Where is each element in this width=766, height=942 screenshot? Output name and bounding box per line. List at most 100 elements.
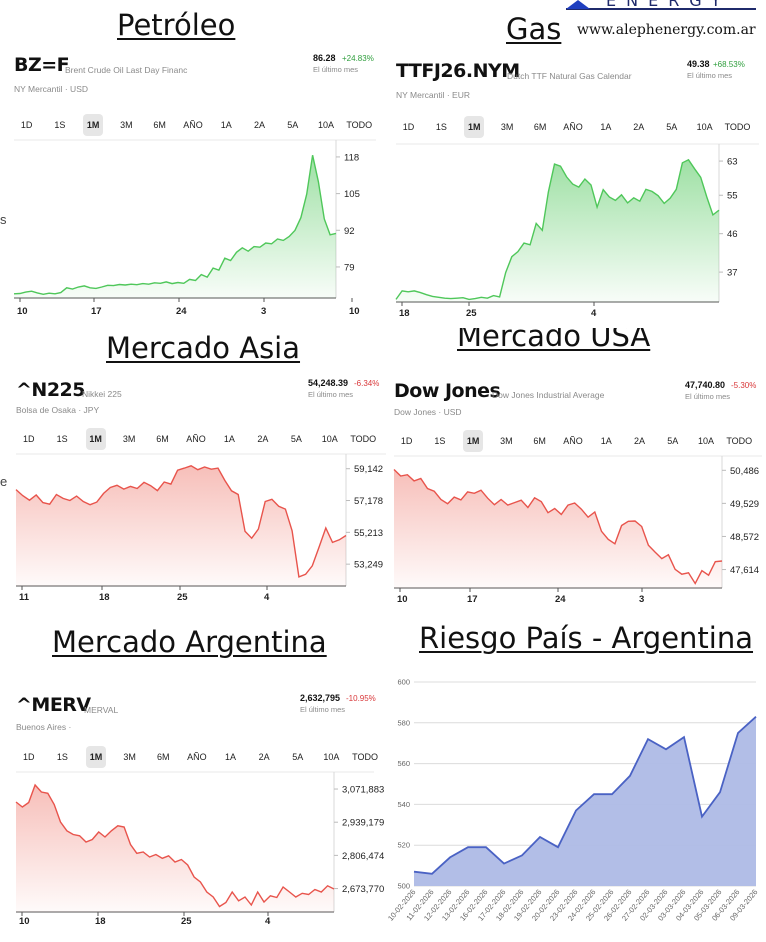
range-tab-5a[interactable]: 5A — [287, 120, 299, 130]
range-tab-1d[interactable]: 1D — [402, 122, 415, 132]
x-tick-label: 10 — [19, 916, 30, 927]
change-percent: -6.34% — [354, 379, 380, 388]
x-tick-label: 25 — [466, 308, 477, 319]
range-tab-1s[interactable]: 1S — [435, 122, 447, 132]
range-tab-1s[interactable]: 1S — [434, 436, 446, 446]
range-tab-1a[interactable]: 1A — [600, 436, 612, 446]
range-tab-3m[interactable]: 3M — [500, 436, 513, 446]
range-tabs: 1D 1S 1M 3M 6M AÑO 1A 2A 5A 10A TODO — [12, 746, 382, 768]
x-tick-label: 17 — [467, 594, 478, 605]
range-tab-1s[interactable]: 1S — [56, 752, 68, 762]
range-tab-todo[interactable]: TODO — [350, 434, 377, 444]
range-tab-10a[interactable]: 10A — [323, 752, 340, 762]
range-tab-todo[interactable]: TODO — [724, 122, 751, 132]
range-tab-1d[interactable]: 1D — [23, 752, 35, 762]
n225-quote-panel: ^N225 Nikkei 225 Bolsa de Osaka · JPY 54… — [10, 372, 386, 608]
range-tab-todo[interactable]: TODO — [726, 436, 753, 446]
range-tab-3m[interactable]: 3M — [123, 752, 136, 762]
range-tab-1d[interactable]: 1D — [22, 434, 35, 444]
ticker-symbol: BZ=F — [14, 54, 70, 76]
brand-logo: ENERGY — [566, 0, 756, 14]
range-tab-año[interactable]: AÑO — [183, 120, 203, 130]
y-tick-label: 63 — [727, 157, 738, 168]
range-tab-1m[interactable]: 1M — [85, 428, 106, 450]
range-tab-3m[interactable]: 3M — [120, 120, 133, 130]
range-tab-5a[interactable]: 5A — [666, 122, 678, 132]
range-tab-5a[interactable]: 5A — [667, 436, 679, 446]
range-tab-año[interactable]: AÑO — [563, 122, 583, 132]
range-tab-10a[interactable]: 10A — [696, 122, 713, 132]
x-tick-label: 17 — [91, 306, 102, 317]
range-tab-10a[interactable]: 10A — [698, 436, 715, 446]
x-tick-label: 10 — [349, 306, 360, 317]
brand-wordmark: ENERGY — [606, 0, 731, 10]
range-tab-3m[interactable]: 3M — [122, 434, 136, 444]
range-tab-1a[interactable]: 1A — [220, 120, 232, 130]
range-tab-1m[interactable]: 1M — [464, 116, 485, 138]
merv-quote-panel: ^MERV MERVAL Buenos Aires · 2,632,795 -1… — [10, 686, 386, 928]
x-tick-label: 25 — [177, 592, 188, 603]
heading-gas: Gas — [506, 12, 562, 46]
range-tab-2a[interactable]: 2A — [253, 120, 265, 130]
x-tick-label: 18 — [99, 592, 110, 603]
range-tab-1s[interactable]: 1S — [56, 434, 68, 444]
y-tick-label: 92 — [344, 226, 355, 237]
change-percent: +68.53% — [713, 60, 745, 69]
series-area — [396, 159, 719, 302]
range-tab-1m[interactable]: 1M — [463, 430, 484, 452]
exchange-label: Bolsa de Osaka · JPY — [16, 405, 100, 415]
range-tab-1d[interactable]: 1D — [20, 120, 33, 130]
range-tab-5a[interactable]: 5A — [292, 752, 304, 762]
range-tab-10a[interactable]: 10A — [318, 120, 335, 130]
range-tab-1s[interactable]: 1S — [54, 120, 66, 130]
range-tab-1m[interactable]: 1M — [83, 114, 104, 136]
range-tab-1a[interactable]: 1A — [225, 752, 237, 762]
ttf-quote-panel: TTFJ26.NYM Dutch TTF Natural Gas Calenda… — [390, 50, 759, 328]
brent-quote-panel: BZ=F Brent Crude Oil Last Day Financ NY … — [8, 44, 378, 322]
n225-chart: 59,142 57,178 55,213 53,249 11 18 25 4 — [15, 453, 386, 603]
range-tab-6m[interactable]: 6M — [157, 752, 170, 762]
range-tab-6m[interactable]: 6M — [153, 120, 166, 130]
x-tick-label: 18 — [399, 308, 410, 319]
x-tick-label: 4 — [264, 592, 270, 603]
range-tab-año[interactable]: AÑO — [186, 434, 206, 444]
brand-url: www.alephenergy.com.ar — [577, 22, 756, 38]
exchange-label: NY Mercantil · EUR — [396, 90, 470, 100]
dji-quote-panel: Dow Jones Dow Jones Industrial Average D… — [388, 372, 762, 608]
heading-riesgo: Riesgo País - Argentina — [419, 621, 754, 655]
range-tab-2a[interactable]: 2A — [258, 752, 270, 762]
instrument-name: Dow Jones Industrial Average — [492, 390, 605, 400]
range-tab-2a[interactable]: 2A — [633, 436, 645, 446]
range-tab-2a[interactable]: 2A — [257, 434, 269, 444]
range-tab-6m[interactable]: 6M — [533, 436, 546, 446]
range-tab-3m[interactable]: 3M — [500, 122, 514, 132]
range-tab-año[interactable]: AÑO — [187, 752, 207, 762]
range-tabs: 1D 1S 1M 3M 6M AÑO 1A 2A 5A 10A TODO — [392, 116, 754, 138]
last-price: 2,632,795 — [300, 693, 341, 703]
range-tab-10a[interactable]: 10A — [321, 434, 338, 444]
range-tab-todo[interactable]: TODO — [346, 120, 373, 130]
range-tab-1a[interactable]: 1A — [600, 122, 612, 132]
y-tick-label: 37 — [727, 268, 738, 279]
range-tab-2a[interactable]: 2A — [633, 122, 645, 132]
range-tab-todo[interactable]: TODO — [352, 752, 378, 762]
last-price: 54,248.39 — [308, 378, 349, 388]
range-tab-1d[interactable]: 1D — [400, 436, 413, 446]
range-tab-año[interactable]: AÑO — [563, 436, 583, 446]
y-tick-label: 48,572 — [730, 532, 759, 543]
change-percent: -10.95% — [346, 694, 376, 703]
range-tab-1a[interactable]: 1A — [223, 434, 235, 444]
exchange-label: NY Mercantil · USD — [14, 84, 88, 94]
range-tab-1m[interactable]: 1M — [86, 746, 107, 768]
ticker-symbol: Dow Jones — [394, 380, 501, 402]
x-tick-label: 24 — [555, 594, 566, 605]
change-percent: +24.83% — [342, 54, 374, 63]
range-tabs: 1D 1S 1M 3M 6M AÑO 1A 2A 5A 10A TODO — [390, 430, 756, 452]
range-tab-6m[interactable]: 6M — [533, 122, 547, 132]
series-area — [16, 465, 346, 586]
range-tab-5a[interactable]: 5A — [290, 434, 302, 444]
x-tick-label: 4 — [265, 916, 271, 927]
x-tick-label: 11 — [19, 592, 30, 603]
range-tab-6m[interactable]: 6M — [156, 434, 169, 444]
y-tick-label: 79 — [344, 262, 355, 273]
